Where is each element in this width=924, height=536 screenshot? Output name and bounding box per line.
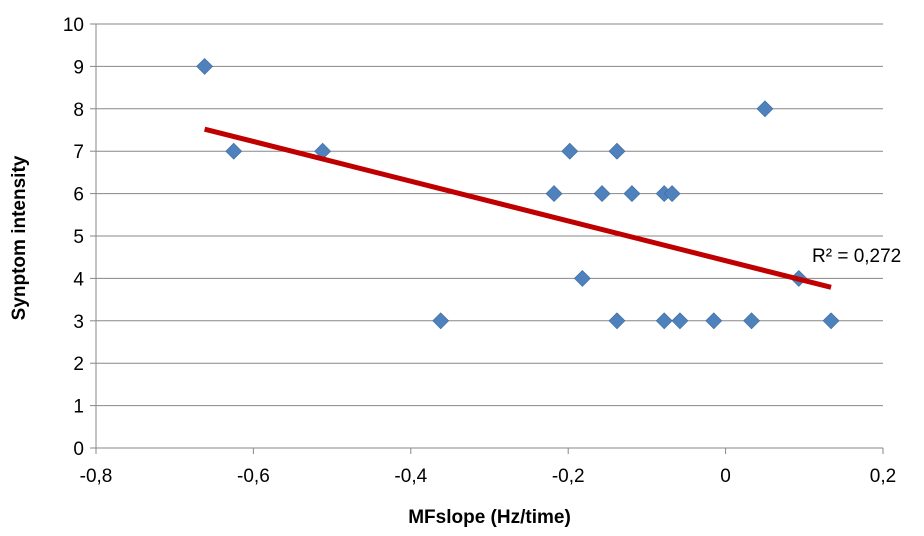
gridlines <box>96 23 883 407</box>
y-axis-title: Synptom intensity <box>9 155 30 320</box>
data-point <box>663 185 681 203</box>
x-tick-labels: -0,8 -0,6 -0,4 -0,2 0 0,2 <box>80 466 897 487</box>
x-tick-label: -0,8 <box>80 466 113 487</box>
x-tick-label: -0,6 <box>237 466 270 487</box>
y-tick-label: 2 <box>73 354 84 375</box>
data-point <box>623 185 641 203</box>
data-point <box>608 142 626 160</box>
r-squared-label: R² = 0,272 <box>812 246 901 267</box>
data-point <box>705 312 723 330</box>
x-tick-label: -0,4 <box>394 466 427 487</box>
y-tick-label: 8 <box>73 100 84 121</box>
data-point <box>561 142 579 160</box>
y-tick-label: 10 <box>63 15 84 36</box>
data-point <box>671 312 689 330</box>
x-tick-label: -0,2 <box>552 466 585 487</box>
x-axis-title: MFslope (Hz/time) <box>408 507 571 528</box>
data-points <box>196 57 840 330</box>
data-point <box>225 142 243 160</box>
trendline <box>203 126 832 290</box>
data-point <box>655 312 673 330</box>
data-point <box>743 312 760 330</box>
y-tick-label: 9 <box>73 57 84 78</box>
trendline-group <box>203 126 832 290</box>
axes <box>90 23 884 454</box>
y-tick-label: 0 <box>73 439 84 460</box>
x-tick-label: 0 <box>720 466 731 487</box>
y-tick-label: 1 <box>73 397 84 418</box>
y-tick-label: 4 <box>73 269 84 290</box>
y-tick-label: 7 <box>73 142 84 163</box>
data-point <box>432 312 450 330</box>
x-tick-label: 0,2 <box>870 466 896 487</box>
data-point <box>573 269 591 287</box>
data-point <box>608 312 626 330</box>
y-tick-label: 3 <box>73 312 84 333</box>
data-point <box>822 312 840 330</box>
y-tick-labels: 0 1 2 3 4 5 6 7 8 9 10 <box>63 15 85 460</box>
data-point <box>545 185 563 203</box>
y-tick-label: 5 <box>73 227 84 248</box>
y-tick-label: 6 <box>73 185 84 206</box>
data-point <box>756 100 774 118</box>
data-point <box>593 185 611 203</box>
data-point <box>196 57 214 75</box>
